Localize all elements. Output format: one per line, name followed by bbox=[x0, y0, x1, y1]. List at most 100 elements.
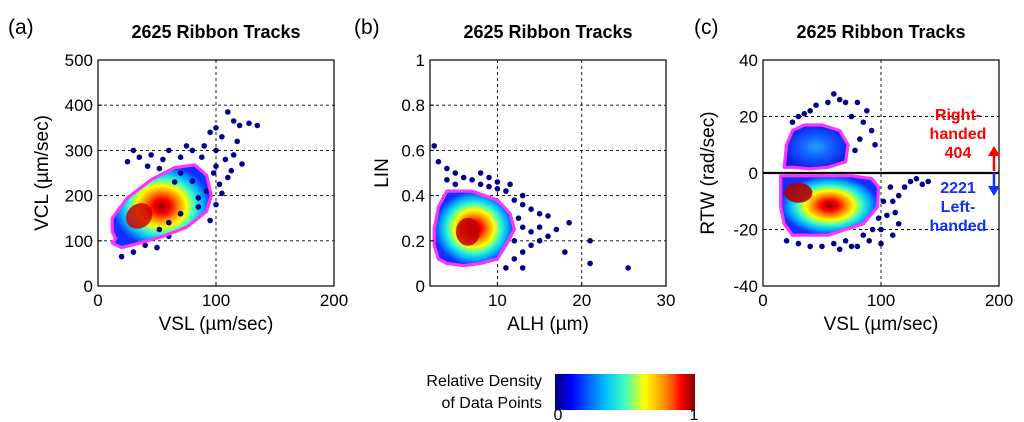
panel-a: (a) 2625 Ribbon Tracks 0 100 200 0 100 200 30… bbox=[8, 16, 348, 335]
data-point bbox=[801, 110, 808, 117]
contour-line bbox=[782, 123, 850, 171]
y-tick-label: 0 bbox=[84, 277, 93, 296]
right-handed-line-2: handed bbox=[930, 126, 987, 143]
data-point bbox=[216, 181, 223, 188]
data-point bbox=[907, 178, 914, 185]
data-point bbox=[536, 210, 543, 217]
data-point bbox=[852, 147, 858, 154]
panel-b: (b) 2625 Ribbon Tracks 10 20 30 0 0.2 0.4 0.6… bbox=[354, 16, 675, 335]
data-point bbox=[148, 152, 154, 158]
data-point bbox=[246, 120, 252, 127]
data-point bbox=[901, 184, 908, 190]
data-point bbox=[866, 238, 872, 244]
y-tick-label: 100 bbox=[65, 232, 93, 251]
x-tick-label: 10 bbox=[488, 291, 507, 310]
left-handed-count: 2221 bbox=[940, 180, 976, 197]
data-point bbox=[515, 215, 522, 221]
data-point bbox=[171, 179, 178, 185]
data-point bbox=[222, 156, 229, 163]
data-point bbox=[519, 265, 526, 271]
data-point bbox=[831, 240, 837, 247]
data-point bbox=[831, 91, 837, 97]
data-point bbox=[177, 154, 184, 160]
data-point bbox=[210, 170, 217, 176]
data-point bbox=[254, 122, 261, 129]
data-point bbox=[444, 177, 450, 183]
data-point bbox=[177, 170, 184, 176]
data-point bbox=[854, 99, 861, 106]
y-tick-label: 0.2 bbox=[401, 232, 425, 251]
data-point bbox=[225, 109, 231, 115]
data-point bbox=[864, 108, 870, 114]
density-core bbox=[126, 203, 153, 229]
data-point bbox=[890, 232, 896, 238]
data-point bbox=[236, 122, 243, 129]
data-point bbox=[507, 181, 513, 188]
data-point bbox=[213, 201, 219, 208]
data-point bbox=[789, 119, 796, 125]
data-point bbox=[486, 183, 492, 190]
data-point bbox=[189, 178, 196, 184]
scatter-points bbox=[118, 109, 261, 260]
data-point bbox=[519, 201, 526, 208]
density-core bbox=[455, 217, 480, 246]
data-point bbox=[860, 119, 867, 125]
data-point bbox=[860, 232, 867, 238]
data-point bbox=[511, 256, 518, 262]
data-point bbox=[892, 209, 898, 216]
data-point bbox=[142, 242, 148, 249]
data-point bbox=[503, 265, 509, 271]
data-point bbox=[477, 181, 484, 188]
data-point bbox=[587, 238, 593, 244]
data-point bbox=[195, 195, 202, 201]
data-point bbox=[913, 175, 920, 182]
x-axis-label: VSL (µm/sec) bbox=[824, 314, 939, 335]
data-point bbox=[562, 249, 568, 255]
data-point bbox=[166, 147, 172, 154]
colorbar-gradient bbox=[555, 374, 695, 410]
density-contour bbox=[432, 189, 516, 268]
y-tick-label: 1 bbox=[416, 51, 425, 70]
data-point bbox=[183, 143, 190, 149]
data-point bbox=[469, 177, 475, 183]
data-point bbox=[130, 249, 137, 255]
data-point bbox=[219, 190, 225, 197]
plot-frame bbox=[429, 59, 667, 287]
data-point bbox=[895, 221, 902, 227]
data-point bbox=[124, 158, 131, 165]
y-axis-label: RTW (rad/sec) bbox=[698, 111, 719, 234]
data-point bbox=[494, 179, 501, 185]
data-point bbox=[511, 197, 518, 203]
data-point bbox=[887, 184, 894, 190]
data-point bbox=[234, 138, 240, 145]
data-point bbox=[154, 244, 160, 251]
y-tick-labels: -40 -20 0 20 40 bbox=[733, 51, 767, 296]
up-arrow-icon bbox=[988, 146, 1000, 156]
data-point bbox=[553, 226, 560, 233]
left-handed-line-2: handed bbox=[930, 218, 987, 235]
y-tick-label: 0 bbox=[749, 164, 758, 183]
y-tick-label: 0.8 bbox=[401, 96, 425, 115]
data-point bbox=[444, 165, 450, 172]
data-point bbox=[199, 154, 205, 160]
grid bbox=[763, 60, 999, 286]
data-point bbox=[536, 238, 543, 244]
data-point bbox=[203, 188, 210, 194]
colorbar-label-line-1: Relative Density bbox=[426, 373, 542, 390]
data-point bbox=[528, 206, 534, 212]
chart-title: 2625 Ribbon Tracks bbox=[131, 22, 300, 42]
y-tick-label: -40 bbox=[733, 277, 758, 296]
data-point bbox=[225, 174, 231, 181]
data-point bbox=[166, 219, 172, 226]
data-point bbox=[890, 198, 896, 205]
data-point bbox=[201, 143, 207, 149]
data-point bbox=[795, 113, 802, 120]
data-point bbox=[452, 181, 459, 188]
data-point bbox=[925, 178, 931, 185]
data-point bbox=[868, 127, 875, 134]
data-point bbox=[587, 260, 593, 267]
y-tick-label: 0 bbox=[416, 277, 425, 296]
data-point bbox=[878, 226, 884, 233]
scatter-points bbox=[783, 91, 931, 253]
density-cloud bbox=[434, 191, 515, 266]
